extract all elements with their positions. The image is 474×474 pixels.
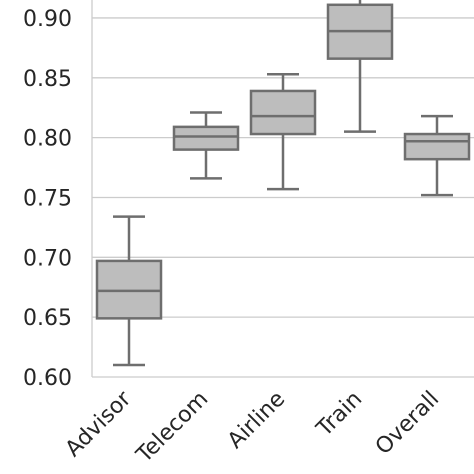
category-label: Overall bbox=[371, 387, 444, 460]
y-tick-label: 0.85 bbox=[23, 67, 72, 92]
y-tick-label: 0.90 bbox=[23, 7, 72, 32]
y-tick-label: 0.70 bbox=[23, 246, 72, 271]
box-overall bbox=[403, 114, 471, 197]
y-tick-label: 0.60 bbox=[23, 366, 72, 391]
y-tick-label: 0.80 bbox=[23, 127, 72, 152]
iqr-box bbox=[249, 89, 317, 136]
y-tick-label: 0.75 bbox=[23, 186, 72, 211]
iqr-box bbox=[172, 125, 240, 151]
box-advisor bbox=[95, 215, 163, 367]
category-label: Train bbox=[312, 387, 368, 443]
iqr-box bbox=[403, 132, 471, 161]
y-tick-labels: 0.60 0.65 0.70 0.75 0.80 0.85 0.90 bbox=[23, 7, 72, 391]
y-tick-label: 0.65 bbox=[23, 306, 72, 331]
category-label: Advisor bbox=[61, 386, 137, 462]
box-telecom bbox=[172, 111, 240, 180]
box-airline bbox=[249, 72, 317, 191]
box-train bbox=[326, 0, 394, 133]
category-label: Telecom bbox=[131, 387, 213, 469]
boxes bbox=[95, 0, 471, 367]
category-label: Airline bbox=[223, 387, 290, 454]
